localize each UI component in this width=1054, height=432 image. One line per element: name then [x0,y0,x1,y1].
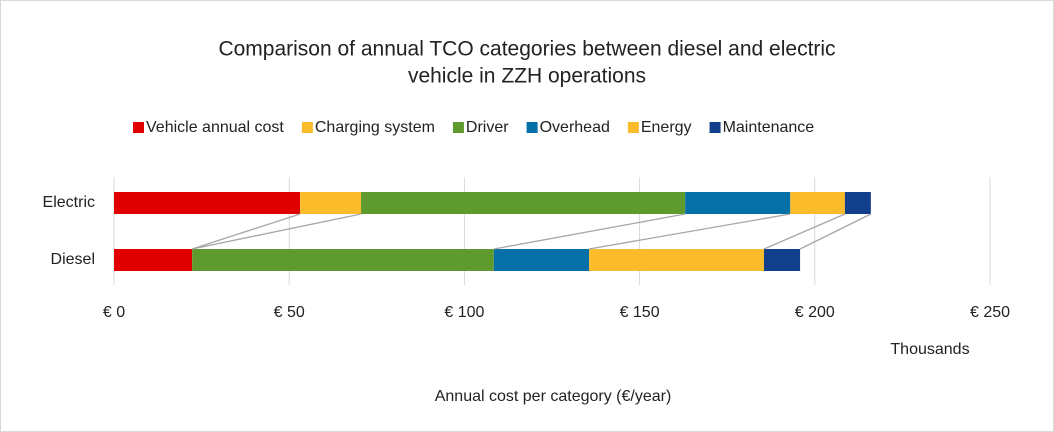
bar-segment [493,249,590,271]
bar-segment [589,249,764,271]
legend-label: Charging system [315,119,435,136]
bar-segment [361,192,686,214]
legend-swatch [301,122,313,133]
y-tick-label: Diesel [51,251,95,268]
x-tick-label: € 150 [620,304,660,321]
x-tick-label: € 100 [444,304,484,321]
legend-swatch [526,122,538,133]
series-line [493,213,686,250]
bar-segment [790,192,845,214]
legend-swatch [627,122,639,133]
legend-label: Driver [466,119,509,136]
legend-swatch [452,122,464,133]
series-line [589,213,791,250]
bar-segment [844,192,871,214]
y-tick-label: Electric [43,194,95,211]
legend-label: Energy [641,119,692,136]
chart-title: Comparison of annual TCO categories betw… [218,38,835,61]
x-axis-title: Annual cost per category (€/year) [435,388,672,405]
bar-segment [114,249,193,271]
bar-segment [763,249,801,271]
legend-swatch [709,122,721,133]
legend-swatch [133,122,144,133]
series-line [192,213,362,250]
legend-label: Maintenance [723,119,815,136]
bar-segment [114,192,301,214]
legend-label: Vehicle annual cost [146,119,284,136]
x-tick-label: € 0 [103,304,125,321]
chart-title: vehicle in ZZH operations [408,65,646,88]
series-line [191,213,301,250]
x-tick-label: € 200 [795,304,835,321]
series-line [799,213,872,250]
axis-unit-label: Thousands [890,341,969,358]
bar-segment [192,249,494,271]
x-tick-label: € 250 [970,304,1010,321]
series-line [763,213,846,250]
x-tick-label: € 50 [274,304,305,321]
legend-label: Overhead [540,119,610,136]
bar-segment [685,192,791,214]
bar-segment [300,192,362,214]
